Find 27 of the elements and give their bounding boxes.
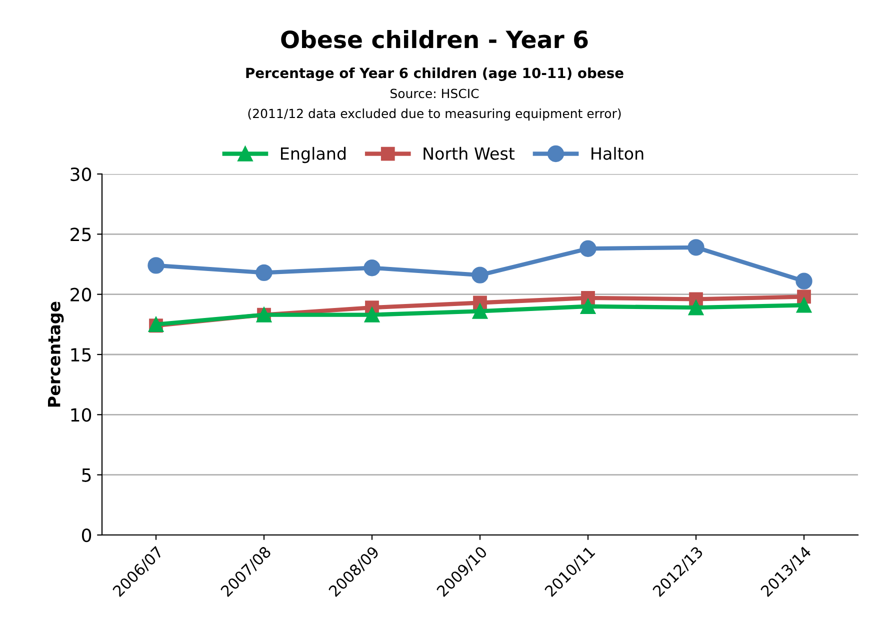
point — [472, 266, 488, 284]
chart-title: Obese children - Year 6 — [281, 30, 588, 48]
point — [472, 304, 488, 319]
legend-label: England — [281, 146, 346, 164]
y-tick-label: 0 — [82, 528, 92, 542]
point — [688, 239, 704, 256]
point — [364, 307, 380, 322]
chart-subtitle: Percentage of Year 6 children (age 10-11) obese — [246, 67, 624, 81]
legend-label: North West — [424, 146, 515, 160]
source-note: Source: HSCIC — [390, 88, 479, 98]
y-tick-label: 10 — [71, 408, 92, 422]
point — [688, 300, 704, 316]
point — [580, 240, 596, 257]
y-tick-label: 5 — [82, 468, 91, 482]
point — [796, 298, 812, 313]
point — [364, 260, 380, 276]
point — [148, 257, 164, 274]
y-tick-label: 20 — [70, 288, 92, 302]
y-tick-label: 25 — [70, 228, 91, 242]
point — [796, 272, 812, 290]
y-axis-title: Percentage — [48, 302, 64, 407]
text: (2011/12 data excluded due to measuring equipment error) — [248, 108, 621, 121]
point — [580, 298, 596, 314]
legend-label: Halton — [592, 146, 644, 160]
point — [256, 264, 272, 282]
y-tick-label: 15 — [71, 348, 91, 362]
y-tick-label: 30 — [70, 167, 92, 182]
